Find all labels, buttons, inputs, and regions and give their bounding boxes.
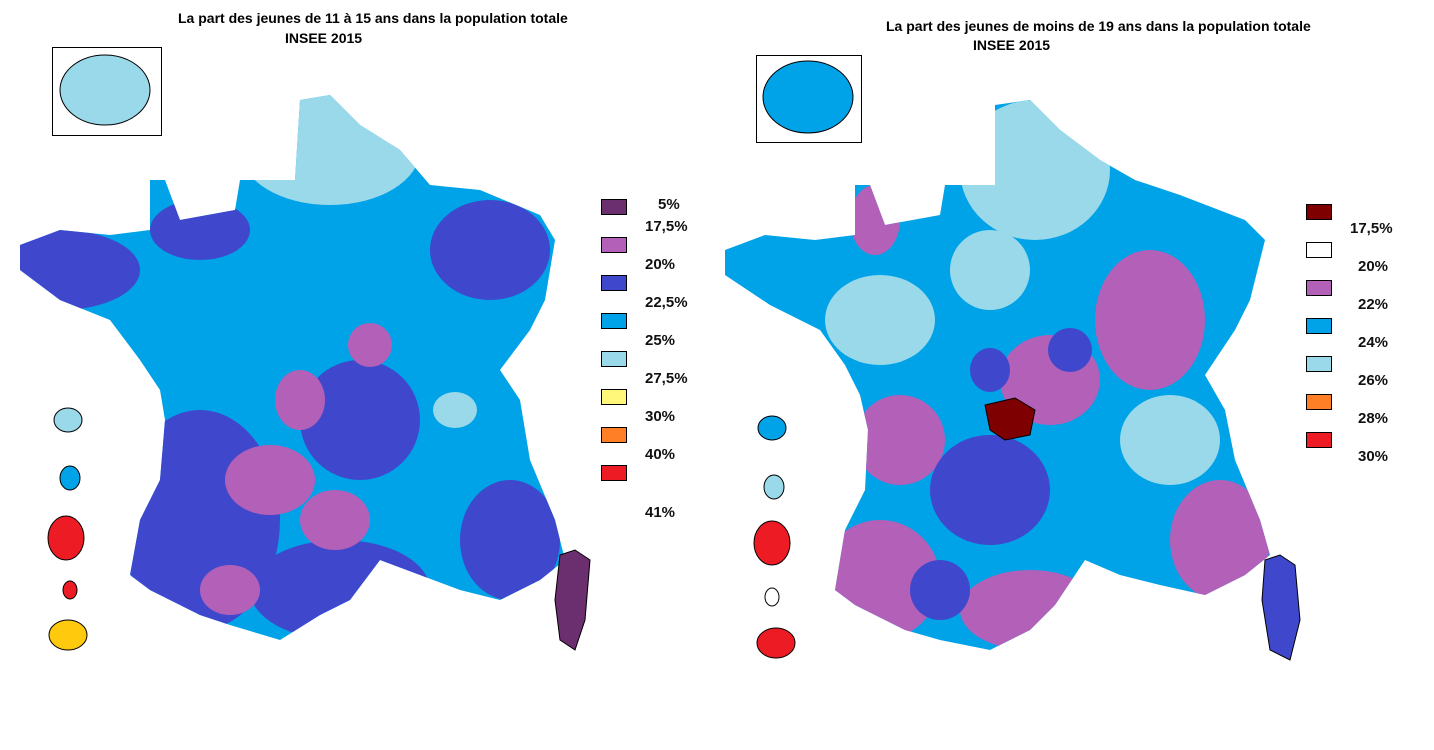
- legend-swatch: [601, 427, 627, 443]
- legend-label: 41%: [645, 504, 676, 521]
- right-region-paris-basin: [950, 230, 1030, 310]
- legend-label: 30%: [1358, 448, 1389, 465]
- left-region-alps: [460, 480, 560, 600]
- right-region-southeast: [1170, 480, 1270, 600]
- right-region-north: [960, 100, 1110, 240]
- left-martinique: [59, 465, 81, 491]
- right-region-darkred: [984, 397, 1036, 441]
- right-guyane: [753, 520, 791, 566]
- left-region-purple-1: [225, 445, 315, 515]
- right-region-dark-3: [970, 348, 1010, 392]
- legend-swatch: [601, 237, 627, 253]
- legend-swatch: [601, 275, 627, 291]
- legend-swatch: [601, 199, 627, 215]
- left-region-south: [250, 540, 430, 640]
- right-map-title: La part des jeunes de moins de 19 ans da…: [886, 18, 1311, 34]
- left-region-purple-3: [275, 370, 325, 430]
- left-region-centre: [300, 360, 420, 480]
- legend-swatch: [1306, 242, 1332, 258]
- left-mayotte: [62, 580, 78, 600]
- legend-swatch: [1306, 318, 1332, 334]
- legend-swatch: [601, 313, 627, 329]
- legend-label: 20%: [1358, 258, 1389, 275]
- left-region-lightblue: [433, 392, 477, 428]
- right-region-west: [825, 275, 935, 365]
- right-martinique: [763, 474, 785, 500]
- left-map-title: La part des jeunes de 11 à 15 ans dans l…: [178, 10, 568, 26]
- right-region-southwest-dark: [910, 560, 970, 620]
- legend-swatch: [1306, 394, 1332, 410]
- left-guyane: [47, 515, 85, 561]
- legend-label: 17,5%: [645, 218, 688, 235]
- legend-label: 22%: [1358, 296, 1389, 313]
- right-paris-inset-map: [762, 60, 854, 134]
- legend-swatch: [601, 465, 627, 481]
- legend-label: 5%: [658, 196, 680, 213]
- legend-swatch: [1306, 280, 1332, 296]
- right-mayotte: [764, 587, 780, 607]
- legend-label: 40%: [645, 446, 676, 463]
- left-region-normandy: [150, 200, 250, 260]
- right-corsica: [1261, 554, 1301, 661]
- right-region-east-light: [1120, 395, 1220, 485]
- right-region-northeast: [1095, 250, 1205, 390]
- legend-label: 27,5%: [645, 370, 688, 387]
- left-region-east: [430, 200, 550, 300]
- right-reunion: [756, 627, 796, 659]
- right-region-south: [960, 570, 1100, 650]
- legend-swatch: [601, 389, 627, 405]
- left-region-purple-4: [348, 323, 392, 367]
- legend-swatch: [1306, 204, 1332, 220]
- legend-label: 20%: [645, 256, 676, 273]
- legend-swatch: [1306, 432, 1332, 448]
- right-region-west-purple: [855, 395, 945, 485]
- legend-label: 30%: [645, 408, 676, 425]
- right-guadeloupe: [757, 415, 787, 441]
- left-paris-inset-map: [59, 54, 151, 126]
- left-france-map: [20, 95, 565, 640]
- right-region-dark-2: [1048, 328, 1092, 372]
- left-region-north: [240, 95, 420, 205]
- right-region-normandy: [850, 185, 900, 255]
- legend-label: 22,5%: [645, 294, 688, 311]
- left-guadeloupe: [53, 407, 83, 433]
- right-france-map: [725, 100, 1270, 650]
- legend-label: 25%: [645, 332, 676, 349]
- left-reunion: [48, 619, 88, 651]
- legend-label: 24%: [1358, 334, 1389, 351]
- legend-swatch: [601, 351, 627, 367]
- right-map-subtitle: INSEE 2015: [973, 37, 1051, 53]
- legend-label: 26%: [1358, 372, 1389, 389]
- left-region-purple-2: [300, 490, 370, 550]
- legend-label: 28%: [1358, 410, 1389, 427]
- left-map-subtitle: INSEE 2015: [285, 30, 363, 46]
- right-region-centre-dark: [930, 435, 1050, 545]
- legend-label: 17,5%: [1350, 220, 1393, 237]
- legend-swatch: [1306, 356, 1332, 372]
- left-region-purple-5: [200, 565, 260, 615]
- left-corsica: [554, 549, 591, 651]
- left-region-brittany: [20, 230, 140, 310]
